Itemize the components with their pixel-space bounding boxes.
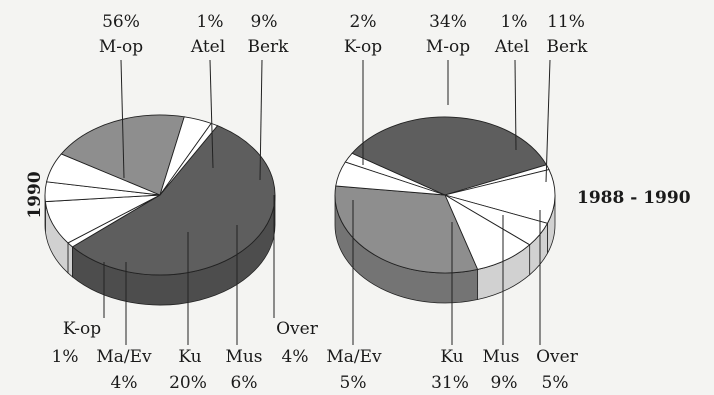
- name-label-kop-1988-1990: K-op: [344, 37, 382, 57]
- leader-line-berk-0: [259, 59, 263, 181]
- name-label-maev-1988-1990: Ma/Ev: [326, 347, 382, 367]
- value-label-ku-1988-1990: 31%: [431, 373, 469, 393]
- value-label-mus-1990: 6%: [231, 373, 258, 393]
- leader-line-atel-0: [209, 59, 214, 169]
- pie-slice-berk-1: [443, 168, 556, 224]
- value-label-atel-1990: 1%: [197, 12, 224, 32]
- pie-0: [44, 59, 276, 345]
- name-label-berk-1990: Berk: [248, 37, 290, 57]
- value-label-kop-1990: 1%: [52, 347, 79, 367]
- name-label-berk-1988-1990: Berk: [547, 37, 589, 57]
- pie-slice-ku-1: [334, 185, 479, 274]
- value-label-ku-1990: 20%: [169, 373, 207, 393]
- name-label-mus-1990: Mus: [225, 347, 262, 367]
- name-label-ku-1988-1990: Ku: [440, 347, 463, 367]
- pie-slice-mop-0: [71, 125, 276, 276]
- name-label-mop-1988-1990: M-op: [426, 37, 470, 57]
- charts-layer: [44, 59, 556, 345]
- value-label-kop-1988-1990: 2%: [350, 12, 377, 32]
- name-label-over-1988-1990: Over: [536, 347, 579, 367]
- value-label-mop-1990: 56%: [102, 12, 140, 32]
- name-label-atel-1990: Atel: [190, 37, 225, 57]
- name-label-kop-1990: K-op: [63, 319, 101, 339]
- name-label-maev-1990: Ma/Ev: [96, 347, 152, 367]
- chart-title-1990: 1990: [25, 171, 45, 218]
- value-label-over-1988-1990: 5%: [542, 373, 569, 393]
- name-label-mus-1988-1990: Mus: [482, 347, 519, 367]
- value-label-maev-1990: 4%: [111, 373, 138, 393]
- value-label-berk-1990: 9%: [251, 12, 278, 32]
- pie-slice-mop-1: [351, 116, 548, 196]
- leader-line-atel-1: [514, 59, 517, 151]
- value-label-mus-1988-1990: 9%: [491, 373, 518, 393]
- pie-side-atel-0: [67, 242, 73, 278]
- name-label-mop-1990: M-op: [99, 37, 143, 57]
- value-label-over-1990: 4%: [282, 347, 309, 367]
- chart-title-1988-1990: 1988 - 1990: [577, 188, 691, 208]
- value-label-atel-1988-1990: 1%: [501, 12, 528, 32]
- pie-1: [334, 59, 556, 345]
- pie-slice-maev-1: [335, 161, 446, 196]
- leader-line-mop-0: [120, 59, 125, 179]
- value-label-berk-1988-1990: 11%: [547, 12, 585, 32]
- name-label-ku-1990: Ku: [178, 347, 201, 367]
- pie-slice-ku-0: [60, 114, 185, 196]
- value-label-mop-1988-1990: 34%: [429, 12, 467, 32]
- pie-slice-kop-0: [159, 122, 219, 196]
- value-label-maev-1988-1990: 5%: [340, 373, 367, 393]
- leader-line-berk-1: [545, 59, 551, 183]
- name-label-atel-1988-1990: Atel: [494, 37, 529, 57]
- name-label-over-1990: Over: [276, 319, 319, 339]
